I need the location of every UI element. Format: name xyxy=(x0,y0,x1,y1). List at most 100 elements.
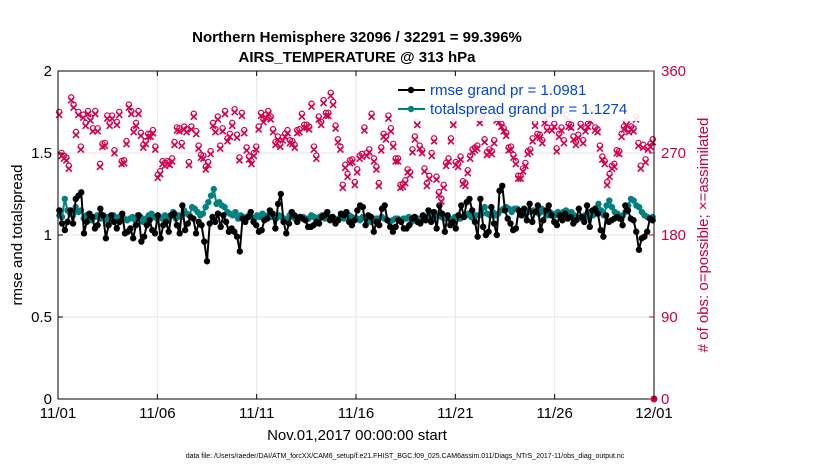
rmse-point xyxy=(526,200,533,208)
obs-assimilated-marker xyxy=(137,132,145,140)
obs-assimilated-marker xyxy=(233,134,241,142)
rmse-point xyxy=(201,238,208,245)
obs-assimilated-marker xyxy=(646,143,654,151)
obs-assimilated-marker xyxy=(235,156,244,165)
obs-assimilated-marker xyxy=(322,112,330,120)
obs-assimilated-marker xyxy=(401,179,409,187)
obs-count-series xyxy=(55,89,658,403)
y-axis-right-label: # of obs: o=possible; ×=assimilated xyxy=(695,118,712,353)
spread-point xyxy=(635,203,643,211)
rmse-point xyxy=(64,218,71,226)
rmse-point xyxy=(534,202,542,209)
rmse-point xyxy=(348,221,356,229)
obs-assimilated-marker xyxy=(332,125,340,133)
obs-assimilated-marker xyxy=(276,143,284,151)
rmse-point xyxy=(381,202,388,209)
y-right-tick-label: 0 xyxy=(661,391,669,408)
obs-assimilated-marker xyxy=(146,133,155,141)
rmse-point xyxy=(386,223,394,230)
obs-assimilated-marker xyxy=(207,150,215,158)
obs-assimilated-marker xyxy=(617,133,626,141)
rmse-point xyxy=(438,210,446,217)
rmse-point xyxy=(594,210,602,217)
obs-assimilated-marker xyxy=(336,145,344,154)
obs-assimilated-marker xyxy=(526,148,534,156)
obs-assimilated-marker xyxy=(560,139,568,147)
rmse-point xyxy=(572,217,580,224)
obs-assimilated-marker xyxy=(319,99,328,107)
obs-assimilated-marker xyxy=(579,139,587,147)
footnote: data file: /Users/raeder/DAI/ATM_forcXX/… xyxy=(186,453,625,460)
obs-assimilated-marker xyxy=(384,114,393,123)
x-axis-label: Nov.01,2017 00:00:00 start xyxy=(267,427,448,444)
obs-assimilated-marker xyxy=(269,128,277,136)
x-tick-label: 11/26 xyxy=(536,405,572,422)
obs-assimilated-marker xyxy=(183,128,191,136)
obs-assimilated-marker xyxy=(267,115,275,124)
rmse-point xyxy=(143,221,151,229)
rmse-point xyxy=(485,228,492,235)
obs-assimilated-marker xyxy=(442,162,450,170)
spread-point xyxy=(61,195,68,203)
obs-assimilated-marker xyxy=(444,157,453,165)
legend-rmse-marker xyxy=(407,86,415,94)
rmse-point xyxy=(559,217,566,224)
rmse-point xyxy=(110,218,118,226)
rmse-point xyxy=(553,221,561,229)
obs-assimilated-marker xyxy=(247,160,256,168)
obs-assimilated-marker xyxy=(572,141,580,149)
obs-assimilated-marker xyxy=(432,176,441,184)
y-right-tick-label: 360 xyxy=(661,63,686,80)
obs-assimilated-marker xyxy=(447,137,455,145)
rmse-point xyxy=(231,228,238,235)
spread-point xyxy=(603,202,610,209)
obs-assimilated-marker xyxy=(240,129,248,137)
obs-assimilated-marker xyxy=(259,118,268,126)
obs-assimilated-marker xyxy=(365,148,373,156)
rmse-point xyxy=(329,213,336,221)
obs-assimilated-marker xyxy=(291,144,299,152)
obs-assimilated-marker xyxy=(209,122,217,130)
obs-assimilated-marker xyxy=(550,123,558,131)
rmse-point xyxy=(184,220,192,227)
y-right-tick-label: 270 xyxy=(661,145,686,162)
rmse-point xyxy=(242,218,249,226)
obs-assimilated-marker xyxy=(428,152,436,160)
rmse-point xyxy=(540,217,547,224)
obs-assimilated-marker xyxy=(125,104,133,112)
obs-assimilated-marker xyxy=(238,112,246,120)
rmse-point xyxy=(597,226,604,234)
obs-assimilated-marker xyxy=(569,135,578,144)
y-axis-label: rmse and totalspread xyxy=(9,165,26,306)
rmse-point xyxy=(458,202,465,209)
rmse-point xyxy=(294,218,301,226)
obs-assimilated-marker xyxy=(166,161,174,169)
rmse-point xyxy=(69,220,77,227)
obs-assimilated-marker xyxy=(413,121,421,129)
rmse-point xyxy=(154,212,161,219)
rmse-point xyxy=(83,218,90,226)
obs-assimilated-marker xyxy=(305,125,313,134)
obs-assimilated-marker xyxy=(279,136,287,144)
rmse-point xyxy=(212,218,219,226)
rmse-point xyxy=(209,213,216,221)
rmse-point xyxy=(335,217,342,224)
obs-assimilated-marker xyxy=(649,138,657,146)
rmse-point xyxy=(315,220,323,227)
legend-rmse-label: rmse grand pr = 1.0981 xyxy=(430,82,586,99)
rmse-point xyxy=(324,208,331,216)
obs-assimilated-marker xyxy=(221,110,229,118)
obs-assimilated-marker xyxy=(435,191,443,199)
rmse-point xyxy=(343,208,350,216)
obs-assimilated-marker xyxy=(106,122,114,130)
obs-assimilated-marker xyxy=(382,135,390,144)
obs-assimilated-marker xyxy=(110,149,119,157)
rmse-point xyxy=(280,218,287,226)
rmse-point xyxy=(263,215,271,222)
rmse-point xyxy=(67,207,74,214)
obs-assimilated-marker xyxy=(243,146,251,155)
rmse-point xyxy=(135,212,142,219)
rmse-point xyxy=(376,221,383,229)
rmse-point xyxy=(578,213,585,221)
spread-point xyxy=(481,203,488,211)
